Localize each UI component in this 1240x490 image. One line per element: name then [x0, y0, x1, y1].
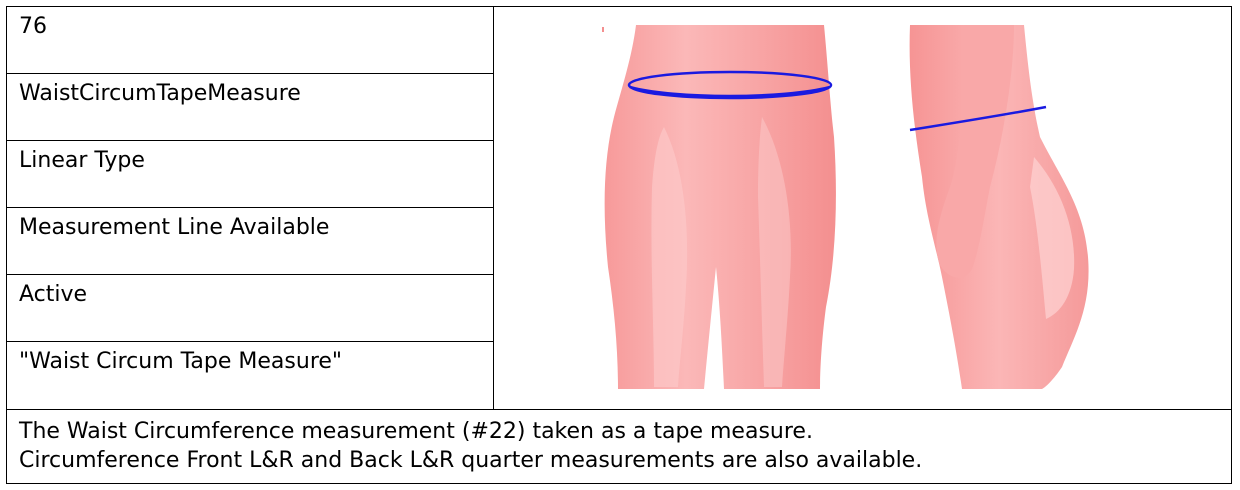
measurement-id: 76 — [7, 7, 493, 74]
side-body-highlight — [1030, 157, 1075, 319]
front-body-highlight — [651, 127, 688, 387]
side-arm-shape — [936, 25, 1014, 278]
front-waist-tape-front-edge — [629, 85, 831, 98]
attribute-column: 76 WaistCircumTapeMeasure Linear Type Me… — [7, 7, 494, 409]
image-artifact-dot — [602, 27, 604, 32]
body-illustration — [494, 7, 1231, 409]
side-waist-tape-line — [909, 105, 1047, 132]
body-figure-svg — [602, 25, 1089, 389]
measurement-label: "Waist Circum Tape Measure" — [19, 349, 343, 374]
description-line-1: The Waist Circumference measurement (#22… — [19, 419, 813, 444]
description-line-2: Circumference Front L&R and Back L&R qua… — [19, 448, 923, 473]
front-body-highlight-right — [758, 117, 791, 387]
measurement-table: 76 WaistCircumTapeMeasure Linear Type Me… — [6, 6, 1232, 484]
measurement-name: WaistCircumTapeMeasure — [7, 74, 493, 141]
measurement-line-status: Measurement Line Available — [7, 208, 493, 275]
side-body-shape — [909, 25, 1089, 389]
measurement-type: Linear Type — [7, 141, 493, 208]
measurement-active-status: Active — [7, 275, 493, 342]
front-waist-tape-line — [627, 70, 833, 100]
measurement-description: The Waist Circumference measurement (#22… — [7, 409, 1231, 483]
